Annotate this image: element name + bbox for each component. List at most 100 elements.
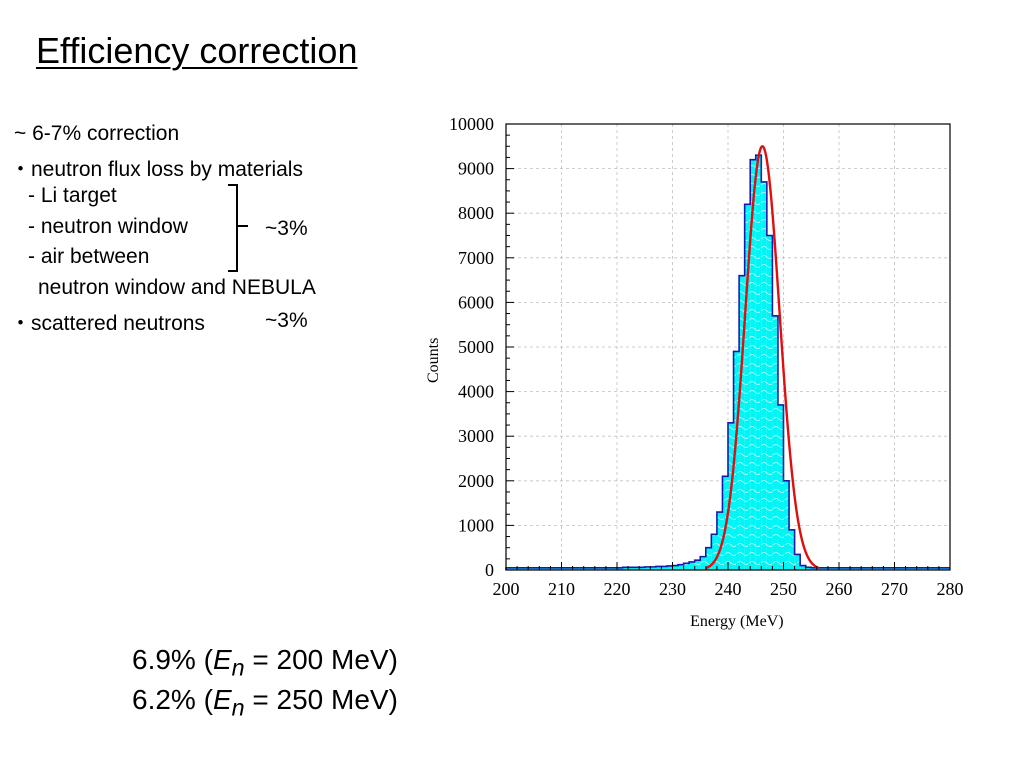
histogram-bar-texture — [866, 567, 873, 570]
histogram-bar-texture — [561, 567, 568, 570]
scattered-value: ~3% — [265, 309, 308, 332]
histogram-bar-texture — [844, 567, 851, 570]
x-tick-label: 280 — [937, 579, 964, 599]
histogram-bar-texture — [578, 567, 584, 570]
y-tick-label: 0 — [485, 560, 494, 580]
histogram-bar-texture — [622, 567, 629, 570]
histogram-bar-texture — [800, 565, 806, 570]
histogram-bar-texture — [628, 567, 634, 570]
histogram-bar-texture — [539, 567, 545, 570]
histogram-bar-texture — [544, 567, 551, 570]
y-tick-label: 6000 — [458, 292, 494, 312]
x-tick-label: 250 — [770, 579, 797, 599]
histogram-bar-texture — [761, 181, 767, 570]
flux-loss-bracket — [228, 184, 238, 272]
histogram-bar-texture — [739, 275, 745, 570]
fit-curve — [705, 145, 820, 570]
histogram-bar-texture — [783, 480, 790, 570]
histogram-bar-texture — [933, 567, 939, 570]
energy-symbol: E — [212, 644, 232, 675]
histogram-bar-texture — [938, 567, 945, 570]
histogram-bar-texture — [694, 560, 701, 570]
result-energy: = 200 MeV) — [244, 644, 398, 675]
histogram-bar-texture — [888, 567, 895, 570]
histogram-bar-texture — [661, 566, 667, 570]
histogram-bar-texture — [816, 567, 823, 570]
x-tick-label: 220 — [604, 579, 631, 599]
flux-loss-bracket-tick — [238, 225, 248, 227]
histogram-bar-texture — [833, 567, 839, 570]
y-tick-label: 5000 — [458, 337, 494, 357]
bullet-overall-correction: ~ 6-7% correction — [14, 122, 180, 145]
histogram-outline — [505, 154, 950, 570]
histogram-bar-texture — [633, 567, 640, 570]
result-250-mev: 6.2% (En = 250 MeV) — [132, 684, 398, 722]
histogram-bar-texture — [927, 567, 934, 570]
histogram-bar-texture — [522, 567, 529, 570]
histogram-bars — [505, 154, 950, 570]
histogram-bar-texture — [617, 567, 623, 570]
histogram-bar-texture — [611, 567, 617, 570]
histogram-bar-texture — [916, 567, 923, 570]
energy-subscript: n — [231, 654, 245, 681]
x-tick-label: 240 — [715, 579, 742, 599]
histogram-bar-texture — [594, 567, 601, 570]
x-tick-label: 200 — [493, 579, 520, 599]
histogram-bar-texture — [528, 567, 534, 570]
histogram-bar-texture — [789, 529, 795, 570]
histogram-bar-texture — [711, 534, 717, 570]
y-tick-label: 2000 — [458, 471, 494, 491]
histogram-bar-texture — [850, 567, 856, 570]
histogram-bar-texture — [811, 567, 817, 570]
histogram-bar-texture — [911, 567, 917, 570]
histogram-bar-texture — [922, 567, 928, 570]
histogram-bar-texture — [877, 567, 884, 570]
histogram-bar-texture — [900, 567, 906, 570]
histogram-bar-texture — [822, 567, 828, 570]
y-axis-title: Counts — [425, 338, 442, 383]
histogram-bar-texture — [583, 567, 590, 570]
gaussian-fit — [705, 145, 820, 570]
y-tick-label: 4000 — [458, 382, 494, 402]
histogram-bar-texture — [650, 566, 656, 570]
x-tick-label: 260 — [826, 579, 853, 599]
x-tick-label: 210 — [548, 579, 575, 599]
x-axis-title: Energy (MeV) — [690, 613, 783, 630]
sub-bullet-neutron-window: - neutron window — [28, 215, 188, 238]
histogram-bar-texture — [567, 567, 573, 570]
bullet-flux-loss: ・neutron flux loss by materials — [10, 158, 303, 181]
histogram-bar-texture — [705, 547, 712, 570]
histogram-bar-texture — [550, 567, 556, 570]
y-tick-label: 10000 — [449, 114, 494, 134]
histogram-bar-texture — [766, 235, 773, 570]
y-tick-label: 9000 — [458, 159, 494, 179]
histogram-bar-texture — [672, 565, 679, 570]
y-tick-label: 7000 — [458, 248, 494, 268]
y-tick-label: 1000 — [458, 515, 494, 535]
histogram-bar-texture — [644, 566, 651, 570]
energy-subscript: n — [231, 694, 245, 721]
histogram-bar-texture — [517, 567, 523, 570]
histogram-bar-texture — [555, 567, 562, 570]
histogram-bar-texture — [700, 556, 706, 570]
x-tick-label: 270 — [881, 579, 908, 599]
histogram-bar-texture — [894, 567, 901, 570]
histogram-bar-texture — [905, 567, 912, 570]
histogram-bar-texture — [689, 561, 695, 570]
sub-bullet-air-between: - air between — [28, 245, 150, 268]
histogram-bar-texture — [750, 159, 756, 570]
histogram-bar-texture — [827, 567, 834, 570]
sub-bullet-air-between-continued: neutron window and NEBULA — [38, 276, 316, 299]
bullet-scattered-neutrons: ・scattered neutrons — [10, 312, 205, 335]
axis-ticks: 200 210 220 230 240 250 260 270 280 0 1000 2000 3000… — [449, 114, 964, 599]
y-tick-label: 3000 — [458, 426, 494, 446]
histogram-bar-texture — [772, 315, 778, 570]
histogram-bar-texture — [506, 567, 512, 570]
histogram-bar-texture — [777, 404, 784, 570]
histogram-bar-texture — [639, 567, 645, 570]
y-tick-label: 8000 — [458, 203, 494, 223]
histogram-bar-texture — [839, 567, 845, 570]
histogram-bar-texture — [600, 567, 606, 570]
flux-loss-value: ~3% — [265, 217, 308, 240]
histogram-bar-texture — [655, 566, 662, 570]
